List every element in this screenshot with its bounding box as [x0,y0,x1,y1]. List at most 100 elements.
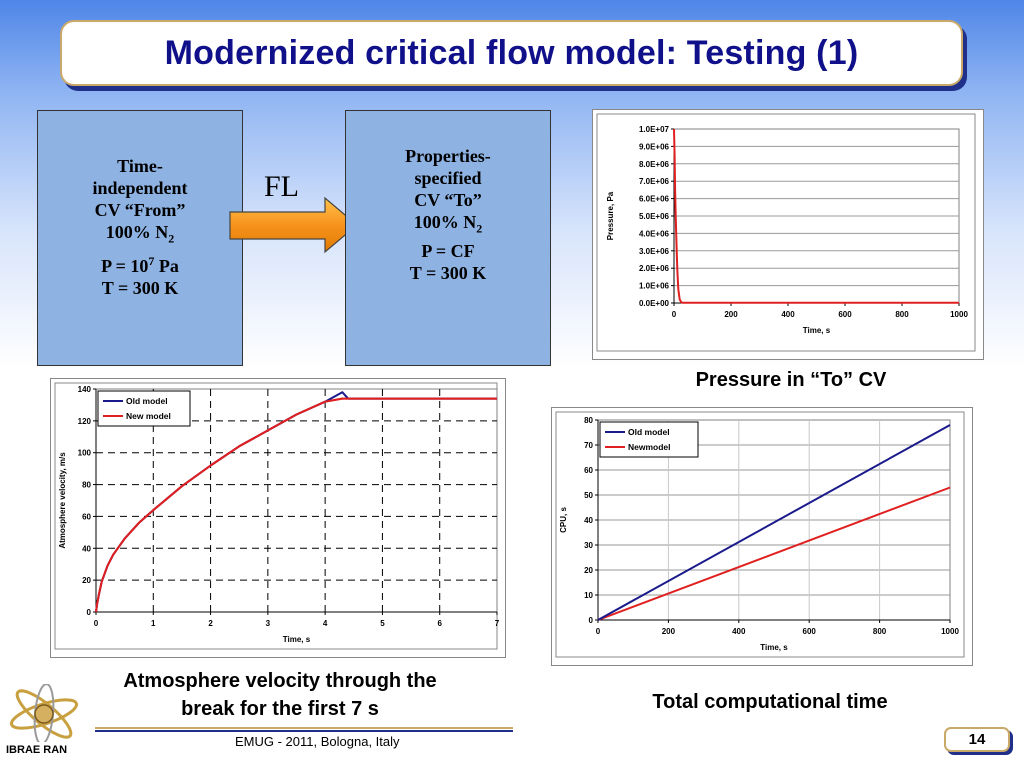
cpu-y-tick-label: 50 [584,491,593,500]
cpu-caption: Total computational time [652,691,888,713]
cv-from-pressure: P = 10 [101,255,149,276]
cpu-x-tick-label: 800 [873,627,887,636]
cv-from-gas-sub: 2 [168,231,175,246]
cv-to-gas-sub: 2 [476,221,483,236]
cpu-x-tick-label: 1000 [941,627,959,636]
cv-to-line4: 100% N2 [346,211,550,240]
cpu-x-tick-label: 200 [662,627,676,636]
velocity-x-tick-label: 0 [94,619,99,628]
pressure-y-tick-label: 0.0E+00 [639,299,670,308]
velocity-y-tick-label: 120 [78,417,92,426]
velocity-caption-line1: Atmosphere velocity through the [123,670,437,692]
cv-to-box: Properties- specified CV “To” 100% N2 P … [345,110,551,366]
pressure-y-axis-title: Pressure, Pa [606,191,615,240]
velocity-y-tick-label: 80 [82,481,91,490]
cv-to-line1: Properties- [405,146,491,166]
cv-to-line2: specified [414,168,482,188]
velocity-x-axis-title: Time, s [283,635,311,644]
cv-from-line1: Time- [117,156,163,176]
cv-to-gas: 100% N [413,212,477,232]
cpu-y-tick-label: 0 [589,616,594,625]
cpu-y-tick-label: 60 [584,466,593,475]
cv-from-line4: 100% N2 [38,221,242,250]
pressure-chart-frame: 0.0E+00 1.0E+06 2.0E+06 3.0E+06 4.0E+06 5.0E+… [592,109,984,360]
pressure-y-tick-label: 7.0E+06 [639,177,670,186]
cv-from-line2: independent [92,178,188,198]
velocity-y-tick-label: 40 [82,544,91,553]
footer-divider-shadow [95,730,513,732]
cpu-series-line [597,486,951,621]
velocity-y-tick-label: 20 [82,576,91,585]
pressure-series-line [673,128,959,304]
cpu-y-tick-label: 10 [584,591,593,600]
velocity-series-line-top [95,397,497,613]
pressure-y-tick-label: 6.0E+06 [639,195,670,204]
cpu-x-tick-label: 400 [732,627,746,636]
page-number: 14 [944,727,1010,752]
cpu-legend-label: Old model [628,427,670,437]
velocity-y-tick-label: 0 [87,608,92,617]
pressure-x-tick-label: 800 [895,310,909,319]
footer-divider [95,727,513,729]
cv-from-line6: T = 300 K [101,277,179,298]
cpu-legend-label: Newmodel [628,442,671,452]
pressure-caption: Pressure in “To” CV [695,369,887,391]
cpu-x-tick-label: 600 [803,627,817,636]
velocity-caption-line2: break for the first 7 s [181,698,379,720]
pressure-y-tick-label: 3.0E+06 [639,247,670,256]
cpu-y-tick-label: 30 [584,541,593,550]
cv-from-line3: CV “From” [94,200,186,220]
cpu-y-axis-title: CPU, s [559,507,568,533]
velocity-legend-label: Old model [126,396,168,406]
pressure-x-tick-label: 0 [672,310,677,319]
velocity-x-tick-label: 7 [495,619,500,628]
pressure-y-tick-label: 1.0E+07 [639,125,670,134]
cv-from-gas: 100% N [105,222,169,242]
pressure-y-tick-label: 1.0E+06 [639,282,670,291]
cv-from-pressure-exp: 7 [148,253,155,268]
ibrae-atom-logo [10,684,78,742]
cpu-y-tick-label: 70 [584,441,593,450]
pressure-x-tick-label: 1000 [950,310,968,319]
cpu-y-tick-label: 40 [584,516,593,525]
velocity-y-tick-label: 140 [78,385,92,394]
velocity-legend-label: New model [126,411,171,421]
title-box: Modernized critical flow model: Testing … [60,20,963,86]
pressure-y-tick-label: 8.0E+06 [639,160,670,169]
velocity-x-tick-label: 3 [266,619,271,628]
cpu-y-tick-label: 20 [584,566,593,575]
cpu-series-line [597,424,951,621]
flow-label: FL [264,170,300,203]
pressure-chart: 0.0E+00 1.0E+06 2.0E+06 3.0E+06 4.0E+06 5.0E+… [596,113,976,352]
org-name: IBRAE RAN [6,744,68,756]
cv-to-line6: T = 300 K [409,262,487,283]
cv-to-line3: CV “To” [414,190,482,210]
velocity-x-tick-label: 1 [151,619,156,628]
flow-arrow-icon [229,196,358,254]
slide-title: Modernized critical flow model: Testing … [164,33,859,72]
velocity-legend-box [97,390,191,427]
pressure-y-tick-label: 4.0E+06 [639,229,670,238]
velocity-x-tick-label: 5 [380,619,385,628]
velocity-chart-frame: 0 20 40 60 80 100 120 140 0 1 2 3 4 5 6 7 Time, s Atmosph… [50,378,506,658]
velocity-chart: 0 20 40 60 80 100 120 140 0 1 2 3 4 5 6 7 Time, s Atmosph… [54,382,500,650]
pressure-y-tick-label: 9.0E+06 [639,142,670,151]
cv-to-line5: P = CF [421,240,475,261]
cv-from-box: Time- independent CV “From” 100% N2 P = … [37,110,243,366]
pressure-x-tick-label: 600 [838,310,852,319]
velocity-y-axis-title: Atmosphere velocity, m/s [58,452,67,549]
cv-from-pressure-unit: Pa [154,255,179,276]
velocity-x-tick-label: 2 [208,619,213,628]
pressure-x-tick-label: 400 [781,310,795,319]
velocity-x-tick-label: 6 [437,619,442,628]
cpu-x-axis-title: Time, s [760,643,788,652]
pressure-x-axis-title: Time, s [803,326,831,335]
cpu-x-tick-label: 0 [596,627,601,636]
cpu-y-tick-label: 80 [584,416,593,425]
cv-from-line5: P = 107 Pa [38,250,242,277]
pressure-x-tick-label: 200 [724,310,738,319]
footer-text: EMUG - 2011, Bologna, Italy [235,734,400,749]
pressure-y-tick-label: 2.0E+06 [639,264,670,273]
velocity-y-tick-label: 100 [78,449,92,458]
